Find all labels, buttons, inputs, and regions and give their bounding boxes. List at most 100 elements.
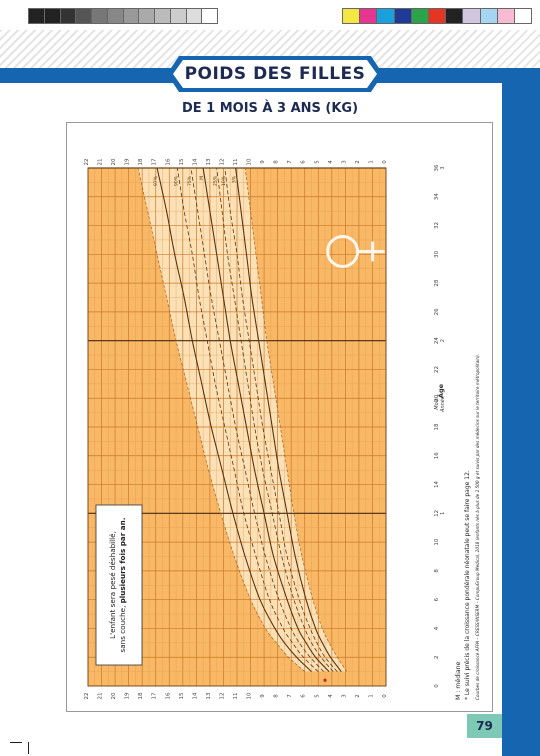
gray-swatch: [155, 8, 171, 24]
page-subtitle: DE 1 MOIS À 3 ANS (KG): [181, 101, 359, 116]
series-line-25pct: [216, 167, 334, 672]
tick-label-weight: 12: [219, 693, 225, 700]
series-label: 75%: [187, 175, 193, 186]
right-blue-stripe: [502, 68, 540, 756]
tick-label-weight: 13: [206, 158, 212, 165]
note-line-2-plain: sans couche,: [118, 603, 127, 652]
gray-swatch: [186, 8, 203, 24]
series-line-75pct: [190, 167, 324, 672]
gray-swatch: [28, 8, 45, 24]
tick-label-age: 30: [434, 250, 440, 257]
tick-label-weight: 20: [111, 158, 117, 165]
tick-label-weight: 9: [260, 694, 266, 698]
cmyk-swatch: [342, 8, 361, 24]
tick-label-weight: 18: [138, 692, 144, 699]
tick-label-age: 28: [434, 279, 440, 286]
tick-label-weight: 19: [125, 692, 131, 699]
female-symbol-icon: [326, 234, 385, 268]
tick-label-weight: 10: [247, 692, 253, 699]
gray-swatch: [202, 8, 218, 24]
cmyk-swatch: [497, 8, 515, 24]
tick-label-weight: 14: [192, 692, 198, 699]
tick-label-weight: 11: [233, 159, 239, 166]
tick-label-year: 1: [440, 512, 446, 515]
gray-swatch: [44, 8, 61, 24]
page-title: POIDS DES FILLES: [184, 64, 366, 84]
tick-label-weight: 15: [179, 692, 185, 699]
tick-label-age: 10: [434, 538, 440, 545]
cmyk-swatch: [514, 8, 533, 24]
tick-label-weight: 17: [152, 692, 158, 699]
cmyk-swatch: [360, 8, 378, 24]
note-box: [95, 504, 143, 666]
tick-label-weight: 11: [233, 693, 239, 700]
cmyk-swatch: [377, 8, 395, 24]
tick-label-age: 36: [434, 164, 440, 171]
tick-label-weight: 2: [355, 694, 361, 698]
crop-mark: [10, 742, 22, 743]
tick-label-age: 20: [434, 394, 440, 401]
tick-label-weight: 20: [111, 692, 117, 699]
cmyk-swatch: [446, 8, 464, 24]
tick-label-weight: 6: [301, 160, 307, 164]
tick-label-weight: 3: [341, 694, 347, 698]
gray-swatch: [76, 8, 92, 24]
tick-label-year: 3: [440, 166, 446, 169]
tick-label-weight: 2: [355, 160, 361, 164]
tick-label-weight: 0: [382, 694, 388, 698]
series-line-outer-bound: [244, 167, 348, 672]
crop-mark: [28, 742, 29, 754]
tick-label-age: 22: [434, 366, 440, 373]
cmyk-swatch: [411, 8, 429, 24]
axis-label-age: Âge: [436, 383, 445, 398]
chart-plot-border: [87, 167, 387, 687]
tick-label-age: 8: [434, 569, 440, 573]
axis-unit-months: Mois: [434, 398, 440, 410]
tick-label-weight: 4: [328, 694, 334, 698]
page-number-box: 79: [467, 714, 502, 738]
cmyk-swatch: [394, 8, 412, 24]
tick-label-weight: 19: [125, 158, 131, 165]
tick-label-weight: 3: [341, 160, 347, 164]
gray-swatch: [139, 8, 155, 24]
series-line-97pct: [156, 167, 312, 673]
tick-label-weight: 16: [165, 158, 171, 165]
tick-label-weight: 4: [328, 160, 334, 164]
tick-label-weight: 16: [165, 692, 171, 699]
cmyk-swatch: [463, 8, 481, 24]
tick-label-weight: 22: [84, 693, 90, 700]
note-line-1: L'enfant sera pesé déshabillé,: [108, 531, 117, 639]
tick-label-weight: 5: [314, 694, 320, 698]
tick-label-weight: 14: [192, 158, 198, 165]
tick-label-age: 18: [434, 423, 440, 430]
title-tag-shape: [167, 56, 383, 92]
legend-footnote: * Le suivi précis de la croissance pondé…: [464, 470, 471, 700]
gray-swatch: [92, 8, 108, 24]
page-number: 79: [476, 719, 493, 733]
tick-label-weight: 21: [98, 159, 104, 166]
tick-label-age: 24: [434, 337, 440, 344]
tick-label-weight: 12: [219, 159, 225, 166]
tick-label-year: 2: [440, 339, 446, 342]
tick-label-weight: 6: [301, 694, 307, 698]
series-label: 10%: [221, 175, 227, 186]
tick-label-weight: 7: [287, 160, 293, 164]
tick-label-weight: 13: [206, 692, 212, 699]
tick-label-weight: 8: [274, 694, 280, 698]
tick-label-weight: 10: [247, 158, 253, 165]
series-label: 97%: [153, 175, 159, 186]
tick-label-weight: 5: [314, 160, 320, 164]
tick-label-age: 16: [434, 452, 440, 459]
series-line-outer-bound: [137, 167, 305, 672]
tick-label-age: 14: [434, 481, 440, 488]
tick-label-weight: 7: [287, 694, 293, 698]
series-label: 3%: [232, 175, 238, 183]
tick-label-age: 34: [434, 193, 440, 200]
tick-label-weight: 15: [179, 158, 185, 165]
gray-swatch: [170, 8, 187, 24]
cmyk-color-strip: [342, 8, 533, 24]
tick-label-weight: 18: [138, 158, 144, 165]
chart-source: Courbes de croissance AFPA – CRESS/INSER…: [475, 354, 480, 700]
series-line-3pct: [235, 167, 342, 672]
